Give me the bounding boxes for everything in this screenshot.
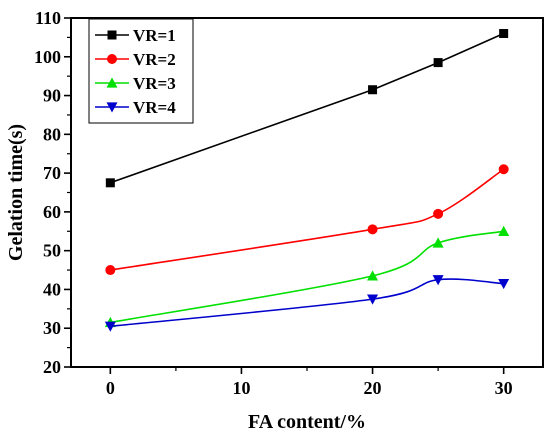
y-tick-label: 80 <box>43 124 61 144</box>
data-point <box>499 29 509 39</box>
data-point <box>368 85 378 95</box>
legend-item-vr-3: VR=3 <box>95 74 176 93</box>
y-tick-label: 60 <box>43 202 61 222</box>
data-point <box>432 237 444 248</box>
series-vr-1 <box>105 29 509 188</box>
legend-marker <box>107 54 117 64</box>
y-tick-label: 20 <box>43 357 61 377</box>
x-tick-label: 20 <box>364 378 382 398</box>
data-point <box>498 278 510 290</box>
y-tick-label: 40 <box>43 279 61 299</box>
series-layer <box>104 29 510 332</box>
series-vr-4 <box>104 275 510 332</box>
series-vr-3 <box>104 225 510 328</box>
series-line <box>110 32 504 184</box>
data-point <box>367 224 378 235</box>
legend-item-vr-2: VR=2 <box>95 50 176 69</box>
y-axis-title: Gelation time(s) <box>5 124 27 261</box>
legend-marker <box>106 102 118 113</box>
legend-label: VR=3 <box>133 74 176 93</box>
y-tick-label: 110 <box>35 8 61 28</box>
data-point <box>432 275 444 286</box>
data-point <box>367 270 379 281</box>
y-tick-label: 50 <box>43 241 61 261</box>
series-vr-2 <box>105 164 509 276</box>
data-point <box>104 321 116 332</box>
y-tick-label: 70 <box>43 163 61 183</box>
legend-item-vr-4: VR=4 <box>95 98 176 117</box>
series-line <box>110 230 504 324</box>
series-line <box>110 168 505 271</box>
legend-marker <box>106 77 118 88</box>
legend-box <box>88 18 194 124</box>
legend: VR=1 VR=2 VR=3 VR=4 <box>88 18 194 124</box>
legend-label: VR=1 <box>133 26 176 45</box>
legend-item-vr-1: VR=1 <box>95 26 176 45</box>
data-point <box>105 265 116 276</box>
axis-ticks: 20 30 40 50 60 70 80 90 100 110 0 10 20 30 <box>34 8 513 398</box>
legend-label: VR=4 <box>133 98 176 117</box>
x-tick-label: 0 <box>106 378 115 398</box>
series-line <box>110 278 504 328</box>
data-point <box>498 225 510 236</box>
y-tick-label: 90 <box>43 86 61 106</box>
x-axis-title: FA content/% <box>248 411 366 433</box>
legend-marker <box>107 30 117 40</box>
y-tick-label: 30 <box>43 318 61 338</box>
y-tick-label: 100 <box>34 47 61 67</box>
x-tick-label: 10 <box>232 378 250 398</box>
legend-label: VR=2 <box>133 50 176 69</box>
data-point <box>498 164 509 175</box>
data-point <box>433 58 443 68</box>
data-point <box>367 294 379 305</box>
data-point <box>105 178 115 188</box>
data-point <box>433 208 444 219</box>
x-tick-label: 30 <box>495 378 513 398</box>
